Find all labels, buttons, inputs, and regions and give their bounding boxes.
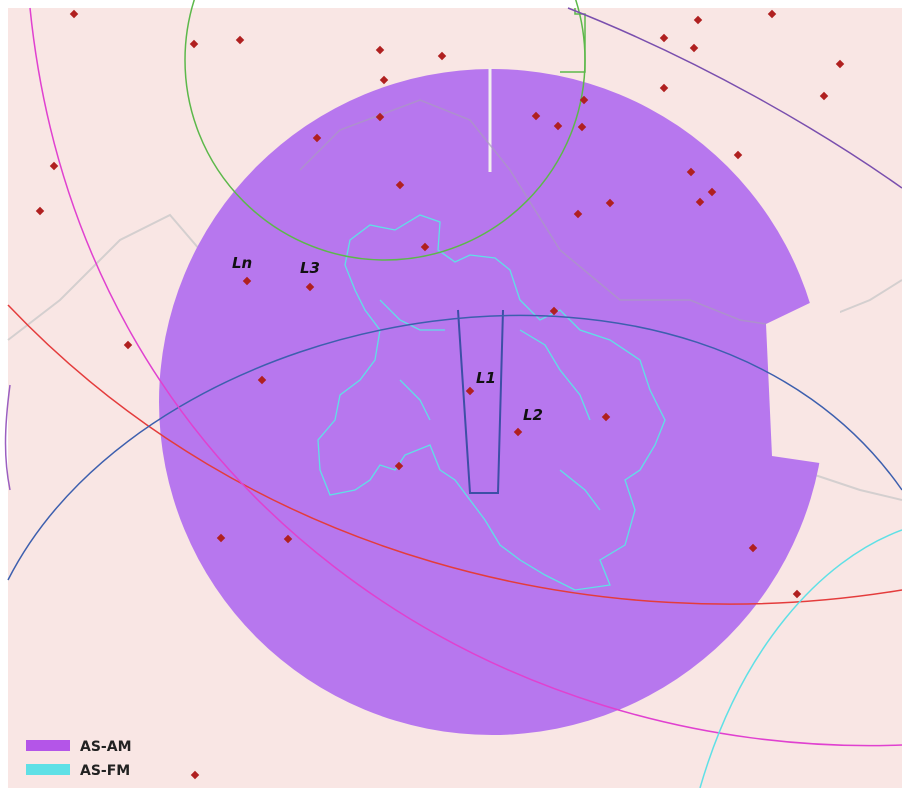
legend-label: AS-AM bbox=[80, 739, 132, 755]
station-dot bbox=[465, 386, 475, 396]
purple-arc bbox=[567, 7, 902, 189]
magenta-arc bbox=[29, 7, 902, 747]
legend-swatch bbox=[26, 740, 70, 751]
region-borders-inner bbox=[299, 99, 767, 325]
cyan-arc bbox=[699, 529, 902, 788]
site-label: L2 bbox=[523, 406, 543, 424]
station-dot bbox=[437, 51, 447, 61]
station-dot bbox=[792, 589, 802, 599]
coverage-arcs bbox=[4, 0, 902, 788]
station-dot bbox=[394, 461, 404, 471]
station-dot bbox=[257, 375, 267, 385]
station-dot bbox=[305, 282, 315, 292]
station-dot bbox=[549, 306, 559, 316]
station-dot bbox=[395, 180, 405, 190]
station-dot bbox=[242, 276, 252, 286]
site-label: L1 bbox=[476, 369, 496, 387]
station-dot bbox=[513, 427, 523, 437]
slot-outline bbox=[457, 309, 504, 494]
station-dot bbox=[379, 75, 389, 85]
station-dot bbox=[283, 534, 293, 544]
station-dot bbox=[189, 39, 199, 49]
station-dot bbox=[420, 242, 430, 252]
station-dot bbox=[235, 35, 245, 45]
station-dot bbox=[601, 412, 611, 422]
station-dot bbox=[312, 133, 322, 143]
station-dot bbox=[748, 543, 758, 553]
blue-arc bbox=[7, 314, 902, 581]
station-dot bbox=[49, 161, 59, 171]
station-dot bbox=[375, 112, 385, 122]
green-boundary bbox=[560, 8, 586, 73]
site-label: L3 bbox=[300, 259, 320, 277]
coverage-area bbox=[159, 69, 825, 735]
station-dot bbox=[375, 45, 385, 55]
coverage-notch bbox=[766, 300, 840, 466]
red-arc bbox=[7, 304, 902, 605]
station-dot bbox=[35, 206, 45, 216]
site-label: Ln bbox=[232, 254, 252, 272]
legend-label: AS-FM bbox=[80, 763, 130, 779]
left-arc bbox=[4, 384, 11, 491]
station-dot bbox=[123, 340, 133, 350]
legend-swatch bbox=[26, 764, 70, 775]
